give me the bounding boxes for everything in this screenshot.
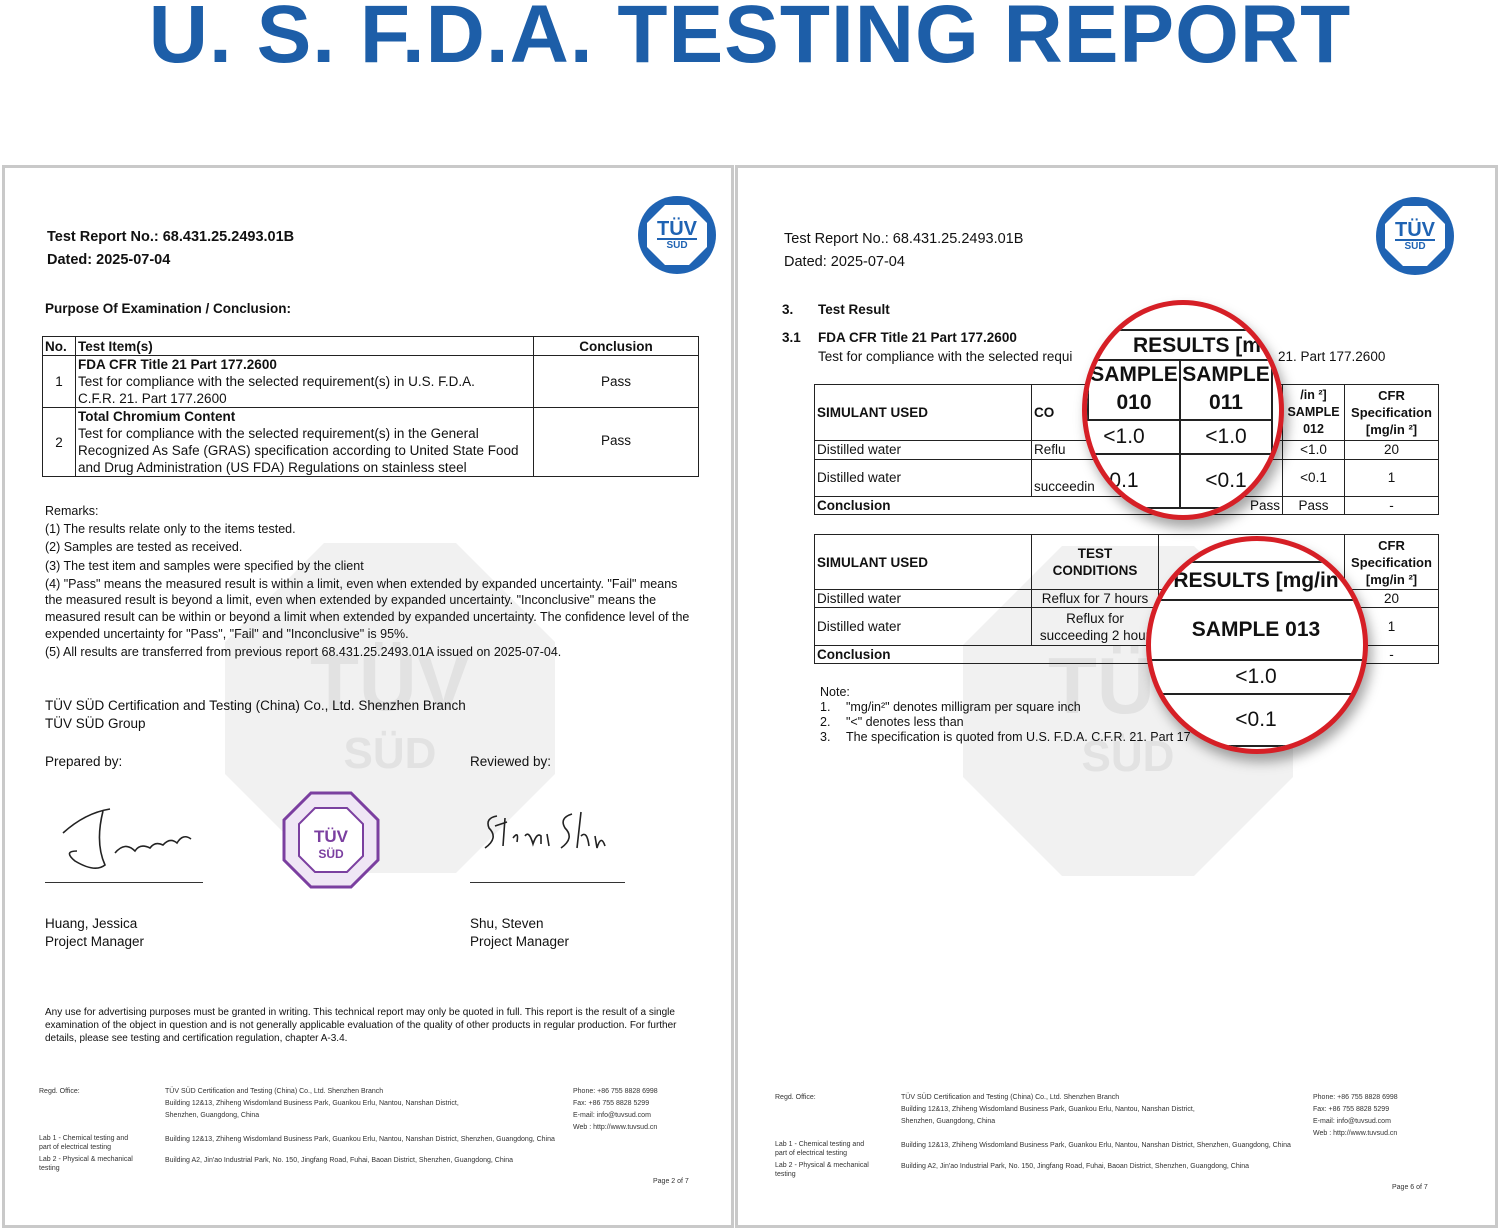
report-number: Test Report No.: 68.431.25.2493.01B bbox=[784, 231, 1024, 247]
signature-jessica bbox=[62, 808, 192, 869]
note-item: "mg/in²" denotes milligram per square in… bbox=[846, 700, 1081, 714]
conclusion-table: No. Test Item(s) Conclusion 1 FDA CFR Title… bbox=[42, 336, 699, 477]
signer-role: Project Manager bbox=[470, 934, 570, 949]
magnifier-sample-013: RESULTS [mg/in SAMPLE 013 <1.0 <0.1 bbox=[1146, 536, 1368, 754]
subsection-heading: FDA CFR Title 21 Part 177.2600 bbox=[818, 330, 1017, 345]
svg-text:TÜV: TÜV bbox=[314, 827, 349, 846]
results-table-1: SIMULANT USED CO/in ²] SAMPLE 012 CFR Specifi… bbox=[814, 384, 1439, 515]
report-number: Test Report No.: 68.431.25.2493.01B bbox=[47, 229, 295, 245]
signature-steven bbox=[484, 811, 606, 849]
company-name: TÜV SÜD Certification and Testing (China… bbox=[45, 698, 466, 713]
note-item: The specification is quoted from U.S. F.… bbox=[846, 730, 1191, 744]
table-row: 2 Total Chromium Content Test for complian… bbox=[42, 407, 699, 477]
col-test-item: Test Item(s) bbox=[75, 336, 534, 356]
report-page-left: TÜV SÜD TÜV SÜD Test Report No.: 68.431.25… bbox=[2, 165, 734, 1228]
report-date: Dated: 2025-07-04 bbox=[784, 254, 905, 270]
table-row: Conclusion Pass Pass - bbox=[814, 495, 1439, 515]
signer-role: Project Manager bbox=[45, 934, 145, 949]
table-row: 1 FDA CFR Title 21 Part 177.2600 Test for … bbox=[42, 355, 699, 408]
signer-name: Shu, Steven bbox=[470, 916, 544, 931]
signature-line bbox=[470, 882, 625, 883]
table-row: Distilled water Reflux for succeeding 2 ho… bbox=[814, 607, 1439, 646]
section-heading: Test Result bbox=[818, 302, 890, 317]
company-group: TÜV SÜD Group bbox=[45, 716, 146, 731]
tuv-logo: TÜV SÜD bbox=[1376, 197, 1454, 275]
col-conclusion: Conclusion bbox=[533, 336, 699, 356]
reviewed-by-label: Reviewed by: bbox=[470, 754, 552, 769]
disclaimer: Any use for advertising purposes must be… bbox=[45, 1007, 675, 1018]
tuv-logo: TÜV SÜD bbox=[638, 196, 716, 274]
col-no: No. bbox=[42, 336, 76, 356]
purpose-heading: Purpose Of Examination / Conclusion: bbox=[45, 301, 292, 316]
page-title: U. S. F.D.A. TESTING REPORT bbox=[148, 0, 1352, 80]
note-item: "<" denotes less than bbox=[846, 715, 964, 729]
svg-text:SÜD: SÜD bbox=[318, 846, 344, 861]
signer-name: Huang, Jessica bbox=[45, 916, 138, 931]
report-page-right: TÜV SÜD TÜV SÜD Test Report No.: 68.431.25… bbox=[735, 165, 1498, 1228]
magnifier-samples-010-011: RESULTS [m SAMPLE SAMPLE 010 011 <1.0 <1… bbox=[1082, 300, 1284, 520]
tuv-watermark: TÜV SÜD bbox=[225, 543, 555, 873]
page-number: Page 6 of 7 bbox=[1392, 1184, 1428, 1191]
prepared-by-label: Prepared by: bbox=[45, 754, 123, 769]
note-label: Note: bbox=[820, 685, 850, 699]
signature-line bbox=[45, 882, 203, 883]
page-number: Page 2 of 7 bbox=[653, 1178, 689, 1185]
report-date: Dated: 2025-07-04 bbox=[47, 252, 171, 268]
